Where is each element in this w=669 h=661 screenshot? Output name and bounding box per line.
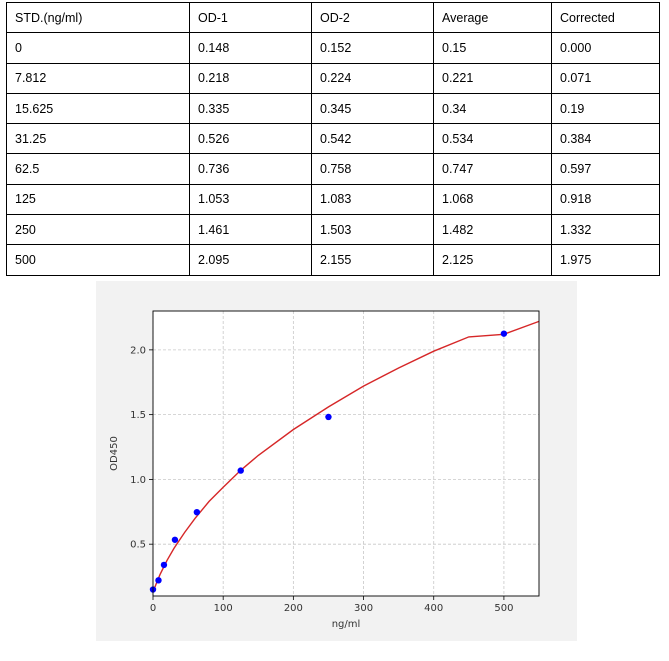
- table-cell: 0.526: [189, 123, 312, 155]
- x-tick-label: 300: [354, 603, 373, 614]
- x-tick-label: 500: [494, 603, 513, 614]
- data-point: [193, 508, 201, 516]
- table-cell: 0.19: [551, 92, 660, 125]
- table-row: 15.625 0.335 0.345 0.34 0.19: [6, 92, 660, 125]
- table-cell: 125: [6, 183, 190, 216]
- column-header: STD.(ng/ml): [6, 1, 190, 34]
- table-cell: 0.152: [311, 32, 434, 64]
- table-row: 7.812 0.218 0.224 0.221 0.071: [6, 62, 660, 94]
- y-tick-label: 1.5: [130, 410, 146, 421]
- y-tick-label: 1.0: [130, 475, 146, 486]
- y-tick-label: 0.5: [130, 540, 146, 551]
- data-point: [171, 536, 179, 543]
- table-cell: 0.000: [551, 32, 660, 64]
- table-header-row: STD.(ng/ml) OD-1 OD-2 Average Corrected: [6, 1, 660, 34]
- column-header: OD-1: [189, 1, 312, 34]
- data-point: [155, 577, 162, 584]
- table-cell: 0.345: [311, 92, 434, 125]
- table-cell: 250: [6, 214, 190, 246]
- table-cell: 0.736: [189, 153, 312, 185]
- table-cell: 0.384: [551, 123, 660, 155]
- table-row: 250 1.461 1.503 1.482 1.332: [6, 214, 660, 246]
- table-cell: 0.218: [189, 62, 312, 94]
- standard-curve-chart: 0 100 200 300 400 500 0.5 1.0 1.5 2.0 ng/ml OD450: [109, 310, 540, 630]
- x-tick-label: 400: [424, 603, 443, 614]
- table-cell: 0.534: [433, 123, 552, 155]
- x-tick-label: 200: [284, 603, 303, 614]
- data-point: [325, 413, 332, 421]
- table-row: 31.25 0.526 0.542 0.534 0.384: [6, 123, 660, 155]
- plot-frame: [152, 310, 540, 597]
- table-cell: 0.15: [433, 32, 552, 64]
- table-cell: 0.758: [311, 153, 434, 185]
- table-cell: 0.542: [311, 123, 434, 155]
- table-row: 62.5 0.736 0.758 0.747 0.597: [6, 153, 660, 185]
- table-cell: 2.095: [189, 244, 312, 276]
- standard-curve-figure: 0 100 200 300 400 500 0.5 1.0 1.5 2.0 ng/ml OD450: [96, 281, 577, 641]
- table-cell: 0.918: [551, 183, 660, 216]
- table-cell: 15.625: [6, 92, 190, 125]
- table-cell: 2.155: [311, 244, 434, 276]
- table-cell: 0.34: [433, 92, 552, 125]
- standard-curve-table: STD.(ng/ml) OD-1 OD-2 Average Corrected 0 0.1…: [6, 1, 660, 276]
- table-cell: 0: [6, 32, 190, 64]
- table-cell: 500: [6, 244, 190, 276]
- x-axis-label: ng/ml: [332, 619, 361, 630]
- x-tick-label: 100: [214, 603, 233, 614]
- column-header: Average: [433, 1, 552, 34]
- table-cell: 0.221: [433, 62, 552, 94]
- table-cell: 0.335: [189, 92, 312, 125]
- table-cell: 1.068: [433, 183, 552, 216]
- table-row: 0 0.148 0.152 0.15 0.000: [6, 32, 660, 64]
- y-tick-label: 2.0: [130, 345, 146, 356]
- table-cell: 1.053: [189, 183, 312, 216]
- table-cell: 0.071: [551, 62, 660, 94]
- data-point: [160, 561, 168, 569]
- x-tick-label: 0: [150, 603, 156, 614]
- data-point: [500, 330, 508, 337]
- table-cell: 0.224: [311, 62, 434, 94]
- table-cell: 1.083: [311, 183, 434, 216]
- table-cell: 0.747: [433, 153, 552, 185]
- table-cell: 0.148: [189, 32, 312, 64]
- table-cell: 1.503: [311, 214, 434, 246]
- table-cell: 1.975: [551, 244, 660, 276]
- y-axis-label: OD450: [109, 436, 120, 471]
- table-cell: 1.461: [189, 214, 312, 246]
- plot-area: [153, 311, 539, 596]
- table-cell: 1.332: [551, 214, 660, 246]
- table-cell: 31.25: [6, 123, 190, 155]
- table-body: 0 0.148 0.152 0.15 0.000 7.812 0.218 0.224 0.221…: [6, 32, 660, 276]
- table-cell: 7.812: [6, 62, 190, 94]
- table-cell: 0.597: [551, 153, 660, 185]
- table-row: 125 1.053 1.083 1.068 0.918: [6, 183, 660, 216]
- table-cell: 1.482: [433, 214, 552, 246]
- table-cell: 2.125: [433, 244, 552, 276]
- table-cell: 62.5: [6, 153, 190, 185]
- column-header: Corrected: [551, 1, 660, 34]
- column-header: OD-2: [311, 1, 434, 34]
- data-point: [237, 467, 244, 474]
- table-row: 500 2.095 2.155 2.125 1.975: [6, 244, 660, 276]
